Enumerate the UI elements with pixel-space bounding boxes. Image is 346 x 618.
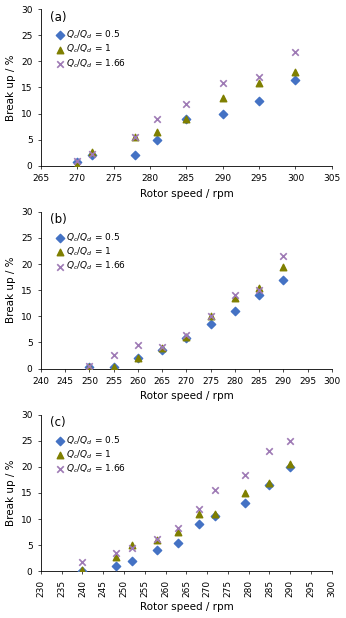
$Q_c/Q_d$ = 0.5 — [293, 75, 298, 85]
$Q_c/Q_d$ = 1 — [256, 78, 262, 88]
$Q_c/Q_d$ = 1 — [175, 527, 181, 537]
$Q_c/Q_d$ = 1.66 — [80, 557, 85, 567]
$Q_c/Q_d$ = 1 — [293, 67, 298, 77]
$Q_c/Q_d$ = 1.66 — [74, 156, 80, 166]
$Q_c/Q_d$ = 1 — [155, 127, 160, 137]
$Q_c/Q_d$ = 0.5 — [232, 306, 238, 316]
$Q_c/Q_d$ = 1 — [111, 363, 117, 373]
$Q_c/Q_d$ = 1.66 — [196, 504, 202, 514]
$Q_c/Q_d$ = 0.5 — [184, 333, 189, 343]
$Q_c/Q_d$ = 1 — [196, 509, 202, 519]
Text: (c): (c) — [50, 416, 65, 429]
$Q_c/Q_d$ = 0.5 — [89, 150, 94, 160]
$Q_c/Q_d$ = 1 — [281, 262, 286, 272]
Y-axis label: Break up / %: Break up / % — [6, 54, 16, 121]
$Q_c/Q_d$ = 0.5 — [80, 566, 85, 576]
$Q_c/Q_d$ = 1 — [288, 459, 293, 469]
$Q_c/Q_d$ = 1 — [74, 159, 80, 169]
Legend: $Q_c/Q_d$ = 0.5, $Q_c/Q_d$ = 1, $Q_c/Q_d$ = 1.66: $Q_c/Q_d$ = 0.5, $Q_c/Q_d$ = 1, $Q_c/Q_d… — [54, 433, 127, 476]
$Q_c/Q_d$ = 0.5 — [242, 499, 247, 509]
$Q_c/Q_d$ = 1.66 — [267, 446, 272, 456]
$Q_c/Q_d$ = 1.66 — [232, 290, 238, 300]
$Q_c/Q_d$ = 0.5 — [288, 462, 293, 472]
$Q_c/Q_d$ = 0.5 — [267, 480, 272, 490]
$Q_c/Q_d$ = 1 — [155, 535, 160, 545]
$Q_c/Q_d$ = 0.5 — [175, 538, 181, 548]
$Q_c/Q_d$ = 1.66 — [256, 72, 262, 82]
$Q_c/Q_d$ = 1.66 — [89, 150, 94, 159]
$Q_c/Q_d$ = 1.66 — [184, 329, 189, 339]
$Q_c/Q_d$ = 1 — [232, 293, 238, 303]
$Q_c/Q_d$ = 0.5 — [155, 135, 160, 145]
$Q_c/Q_d$ = 1 — [267, 478, 272, 488]
$Q_c/Q_d$ = 1 — [135, 353, 141, 363]
$Q_c/Q_d$ = 1.66 — [213, 485, 218, 495]
$Q_c/Q_d$ = 1.66 — [208, 311, 213, 321]
$Q_c/Q_d$ = 0.5 — [208, 319, 213, 329]
$Q_c/Q_d$ = 1.66 — [288, 436, 293, 446]
$Q_c/Q_d$ = 0.5 — [155, 546, 160, 556]
$Q_c/Q_d$ = 0.5 — [86, 362, 92, 372]
$Q_c/Q_d$ = 0.5 — [133, 150, 138, 160]
X-axis label: Rotor speed / rpm: Rotor speed / rpm — [139, 603, 233, 612]
$Q_c/Q_d$ = 1.66 — [293, 48, 298, 57]
$Q_c/Q_d$ = 0.5 — [281, 275, 286, 285]
$Q_c/Q_d$ = 1.66 — [175, 523, 181, 533]
$Q_c/Q_d$ = 0.5 — [113, 561, 119, 571]
$Q_c/Q_d$ = 0.5 — [130, 556, 135, 566]
$Q_c/Q_d$ = 1.66 — [155, 114, 160, 124]
Legend: $Q_c/Q_d$ = 0.5, $Q_c/Q_d$ = 1, $Q_c/Q_d$ = 1.66: $Q_c/Q_d$ = 0.5, $Q_c/Q_d$ = 1, $Q_c/Q_d… — [54, 28, 127, 70]
$Q_c/Q_d$ = 1.66 — [242, 470, 247, 480]
Text: (a): (a) — [50, 11, 66, 23]
X-axis label: Rotor speed / rpm: Rotor speed / rpm — [139, 188, 233, 198]
$Q_c/Q_d$ = 0.5 — [220, 109, 226, 119]
$Q_c/Q_d$ = 1.66 — [281, 252, 286, 261]
$Q_c/Q_d$ = 0.5 — [256, 96, 262, 106]
$Q_c/Q_d$ = 0.5 — [135, 353, 141, 363]
Legend: $Q_c/Q_d$ = 0.5, $Q_c/Q_d$ = 1, $Q_c/Q_d$ = 1.66: $Q_c/Q_d$ = 0.5, $Q_c/Q_d$ = 1, $Q_c/Q_d… — [54, 231, 127, 273]
Text: (b): (b) — [50, 213, 66, 226]
$Q_c/Q_d$ = 1.66 — [111, 350, 117, 360]
$Q_c/Q_d$ = 1 — [208, 311, 213, 321]
$Q_c/Q_d$ = 1.66 — [135, 340, 141, 350]
$Q_c/Q_d$ = 1 — [242, 488, 247, 498]
$Q_c/Q_d$ = 1.66 — [256, 286, 262, 295]
$Q_c/Q_d$ = 1 — [213, 509, 218, 519]
$Q_c/Q_d$ = 1.66 — [130, 543, 135, 552]
$Q_c/Q_d$ = 1.66 — [113, 548, 119, 558]
$Q_c/Q_d$ = 0.5 — [111, 363, 117, 373]
$Q_c/Q_d$ = 1.66 — [184, 99, 189, 109]
$Q_c/Q_d$ = 0.5 — [184, 114, 189, 124]
Y-axis label: Break up / %: Break up / % — [6, 460, 16, 526]
$Q_c/Q_d$ = 0.5 — [196, 519, 202, 529]
$Q_c/Q_d$ = 1.66 — [160, 342, 165, 352]
$Q_c/Q_d$ = 1 — [86, 362, 92, 372]
$Q_c/Q_d$ = 1.66 — [86, 361, 92, 371]
$Q_c/Q_d$ = 1 — [184, 332, 189, 342]
$Q_c/Q_d$ = 1 — [113, 552, 119, 562]
$Q_c/Q_d$ = 1 — [80, 565, 85, 575]
$Q_c/Q_d$ = 1.66 — [133, 132, 138, 142]
Y-axis label: Break up / %: Break up / % — [6, 257, 16, 323]
$Q_c/Q_d$ = 1 — [160, 343, 165, 353]
$Q_c/Q_d$ = 0.5 — [213, 512, 218, 522]
$Q_c/Q_d$ = 1 — [130, 540, 135, 550]
$Q_c/Q_d$ = 1.66 — [220, 78, 226, 88]
$Q_c/Q_d$ = 0.5 — [160, 345, 165, 355]
$Q_c/Q_d$ = 0.5 — [74, 156, 80, 166]
$Q_c/Q_d$ = 1 — [89, 146, 94, 156]
$Q_c/Q_d$ = 1.66 — [155, 534, 160, 544]
$Q_c/Q_d$ = 1 — [256, 282, 262, 292]
$Q_c/Q_d$ = 1 — [220, 93, 226, 103]
$Q_c/Q_d$ = 1 — [184, 114, 189, 124]
X-axis label: Rotor speed / rpm: Rotor speed / rpm — [139, 391, 233, 402]
$Q_c/Q_d$ = 1 — [133, 132, 138, 142]
$Q_c/Q_d$ = 0.5 — [256, 290, 262, 300]
